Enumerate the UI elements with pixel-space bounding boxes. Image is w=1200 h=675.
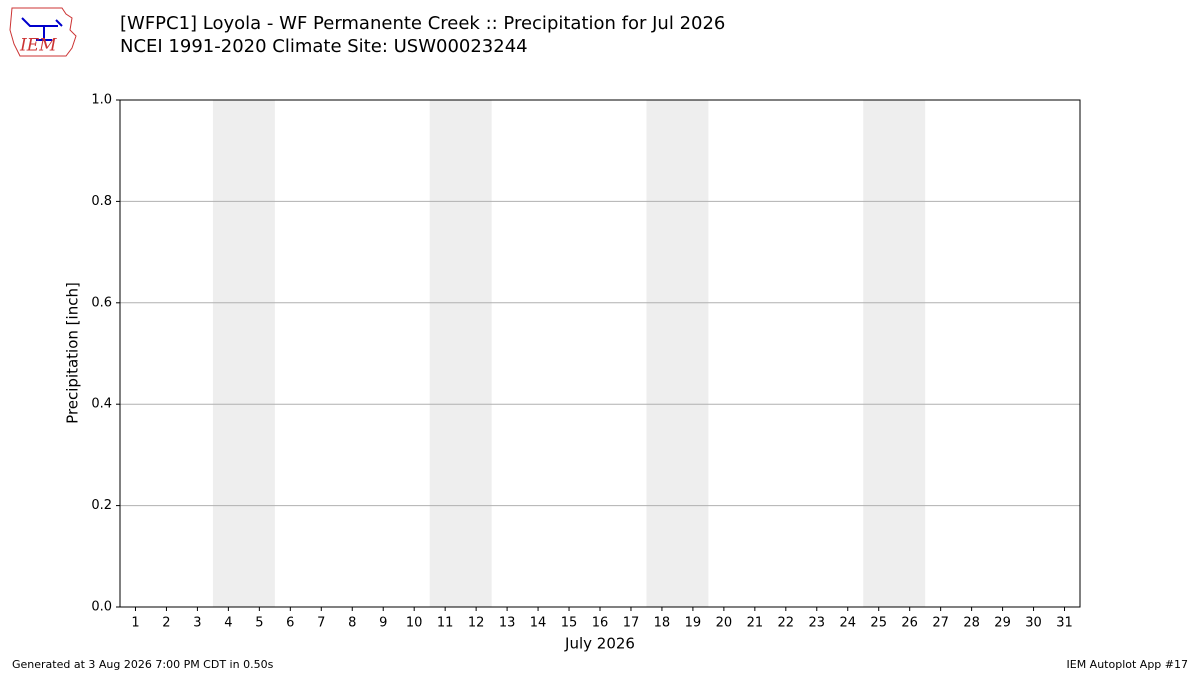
x-tick-label: 23 <box>809 616 826 631</box>
x-tick-label: 29 <box>994 616 1011 631</box>
x-tick-label: 25 <box>870 616 887 631</box>
chart-title: [WFPC1] Loyola - WF Permanente Creek :: … <box>120 13 725 34</box>
logo-icon <box>21 17 63 41</box>
x-tick-label: 15 <box>561 616 578 631</box>
x-tick-label: 9 <box>379 616 387 631</box>
x-tick-label: 10 <box>406 616 423 631</box>
x-tick-label: 11 <box>437 616 454 631</box>
x-tick-label: 30 <box>1025 616 1042 631</box>
x-tick-label: 28 <box>963 616 980 631</box>
x-tick-label: 6 <box>286 616 294 631</box>
x-tick-label: 24 <box>839 616 856 631</box>
logo: IEM <box>9 7 77 57</box>
x-tick-label: 20 <box>716 616 733 631</box>
plot-frame <box>119 99 1081 608</box>
x-tick-label: 19 <box>685 616 702 631</box>
y-tick-label: 0.4 <box>91 397 112 412</box>
x-tick-label: 14 <box>530 616 547 631</box>
weekend-shade <box>212 100 275 607</box>
x-tick-label: 8 <box>348 616 356 631</box>
x-tick-label: 26 <box>901 616 918 631</box>
x-axis-label: July 2026 <box>564 635 635 653</box>
x-tick-label: 17 <box>623 616 640 631</box>
y-tick-label: 0.6 <box>91 295 112 310</box>
y-tick-label: 0.8 <box>91 194 112 209</box>
x-tick-label: 12 <box>468 616 485 631</box>
weekend-shade <box>429 100 492 607</box>
y-axis-label: Precipitation [inch] <box>64 282 82 424</box>
x-tick-label: 22 <box>778 616 795 631</box>
x-tick-label: 21 <box>747 616 764 631</box>
footer-left: Generated at 3 Aug 2026 7:00 PM CDT in 0… <box>12 658 274 671</box>
y-tick-label: 1.0 <box>91 93 112 108</box>
x-tick-label: 2 <box>162 616 170 631</box>
y-tick-label: 0.0 <box>91 600 112 615</box>
x-tick-label: 4 <box>224 616 232 631</box>
weekend-shade <box>863 100 926 607</box>
logo-outline <box>9 7 77 57</box>
x-tick-label: 18 <box>654 616 671 631</box>
x-tick-label: 3 <box>193 616 201 631</box>
y-tick-label: 0.2 <box>91 498 112 513</box>
x-tick-label: 31 <box>1056 616 1073 631</box>
chart-subtitle: NCEI 1991-2020 Climate Site: USW00023244 <box>120 36 528 57</box>
x-tick-label: 1 <box>131 616 139 631</box>
x-tick-label: 27 <box>932 616 949 631</box>
x-tick-label: 5 <box>255 616 263 631</box>
x-tick-label: 16 <box>592 616 609 631</box>
footer-right: IEM Autoplot App #17 <box>1067 658 1189 671</box>
logo-text: IEM <box>19 36 57 56</box>
weekend-shade <box>646 100 709 607</box>
x-tick-label: 13 <box>499 616 516 631</box>
x-tick-label: 7 <box>317 616 325 631</box>
